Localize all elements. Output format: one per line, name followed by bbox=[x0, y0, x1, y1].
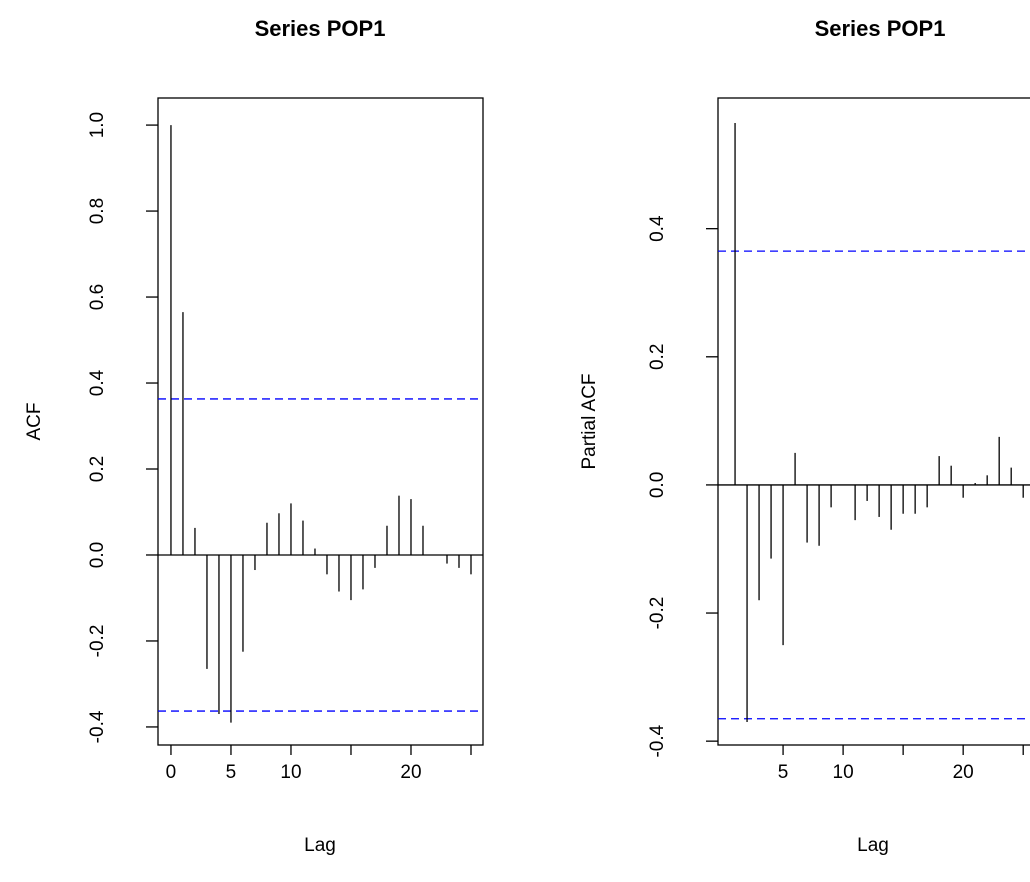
y-axis-label: ACF bbox=[24, 403, 45, 441]
y-axis-label: Partial ACF bbox=[579, 373, 600, 469]
y-tick-label: 0.2 bbox=[647, 344, 668, 370]
y-tick-label: 0.4 bbox=[87, 369, 108, 396]
y-tick-label: 0.2 bbox=[87, 456, 108, 482]
x-tick-label: 0 bbox=[166, 762, 177, 783]
x-tick-label: 5 bbox=[226, 762, 237, 783]
y-tick-label: -0.2 bbox=[87, 625, 108, 658]
plot-box bbox=[157, 97, 484, 746]
chart-title: Series POP1 bbox=[815, 16, 946, 41]
x-tick-label: 5 bbox=[778, 762, 789, 783]
chart-title: Series POP1 bbox=[255, 16, 386, 41]
x-axis-label: Lag bbox=[857, 835, 889, 856]
x-tick-label: 20 bbox=[953, 762, 974, 783]
y-tick-label: 0.8 bbox=[87, 198, 108, 224]
x-axis-label: Lag bbox=[304, 835, 336, 856]
y-tick-label: -0.4 bbox=[647, 724, 668, 757]
plot-box bbox=[717, 97, 1030, 746]
y-tick-label: 1.0 bbox=[87, 112, 108, 138]
y-tick-label: 0.0 bbox=[647, 472, 668, 498]
x-tick-label: 20 bbox=[400, 762, 421, 783]
x-tick-label: 10 bbox=[833, 762, 854, 783]
y-tick-label: -0.4 bbox=[87, 710, 108, 743]
y-tick-label: -0.2 bbox=[647, 597, 668, 630]
y-tick-label: 0.4 bbox=[647, 215, 668, 242]
y-tick-label: 0.6 bbox=[87, 284, 108, 310]
y-tick-label: 0.0 bbox=[87, 542, 108, 568]
x-tick-label: 10 bbox=[280, 762, 301, 783]
